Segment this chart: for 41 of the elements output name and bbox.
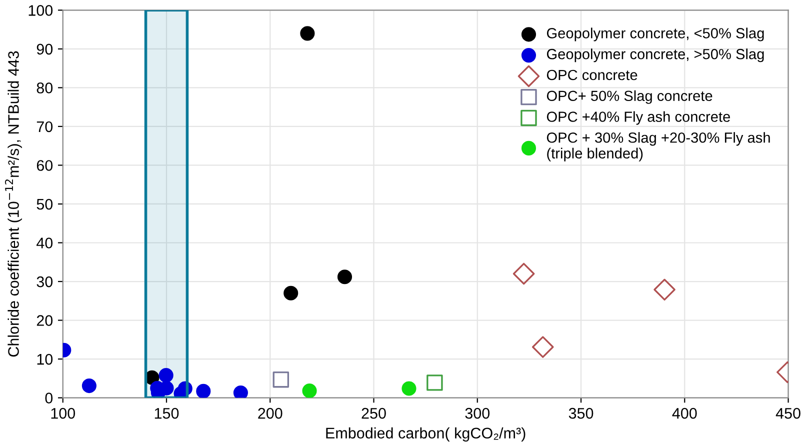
x-tick-label: 100 xyxy=(51,408,76,419)
x-tick-label: 350 xyxy=(568,408,594,419)
legend-label: OPC concrete xyxy=(546,70,638,80)
y-tick-label: 50 xyxy=(36,198,53,210)
point xyxy=(337,270,352,284)
point xyxy=(654,278,676,301)
y-tick-label: 10 xyxy=(37,354,53,365)
x-tick-label: 150 xyxy=(154,408,179,419)
y-tick-label: 70 xyxy=(36,121,53,132)
y-tick-label: 100 xyxy=(28,5,53,16)
point xyxy=(272,371,290,388)
y-tick-label: 20 xyxy=(36,315,53,326)
y-tick-label: 60 xyxy=(36,160,53,171)
legend-label: Geopolymer concrete, >50% Slag xyxy=(546,48,764,62)
y-axis-title: Chloride coefficient (10$^{−12}$m²/s), NTBuild 443 xyxy=(4,51,22,357)
point xyxy=(426,374,443,391)
y-tick-label: 30 xyxy=(36,276,53,288)
y-tick-label: 80 xyxy=(36,82,53,94)
legend-label: OPC + 30% Slag +20-30% Fly ash (triple blended) xyxy=(546,132,770,162)
x-tick-label: 250 xyxy=(362,408,386,419)
legend-label: OPC+ 50% Slag concrete xyxy=(546,90,712,104)
point xyxy=(532,336,554,358)
x-tick-label: 200 xyxy=(258,408,282,419)
point xyxy=(196,384,211,398)
x-tick-label: 300 xyxy=(465,408,490,419)
point xyxy=(402,381,416,396)
legend-label: OPC +40% Fly ash concrete xyxy=(546,111,730,125)
point xyxy=(284,286,298,300)
point xyxy=(512,262,535,285)
point xyxy=(158,368,174,383)
legend-label: Geopolymer concrete, <50% Slag xyxy=(546,28,764,42)
x-axis-title: Embodied carbon( kgCO₂/m³) xyxy=(326,427,526,442)
point xyxy=(82,378,96,394)
point xyxy=(233,385,248,398)
point xyxy=(300,26,315,41)
point xyxy=(302,384,317,398)
x-tick-label: 450 xyxy=(776,408,800,419)
y-tick-label: 0 xyxy=(45,392,53,404)
y-tick-label: 90 xyxy=(36,44,53,55)
y-tick-label: 40 xyxy=(36,238,53,248)
x-tick-label: 400 xyxy=(672,408,697,419)
